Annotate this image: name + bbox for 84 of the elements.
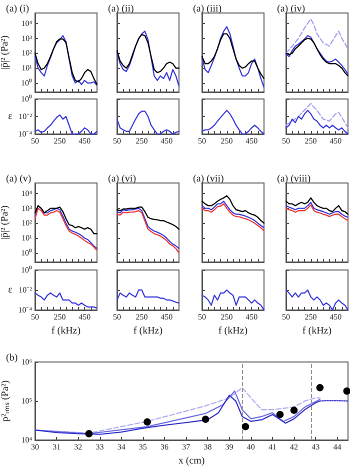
point [202, 416, 210, 423]
y-tick-label: 10⁵ [21, 396, 32, 406]
x-tick-label: 450 [160, 136, 173, 146]
y-tick-label: 10¹ [22, 234, 33, 243]
x-tick-label: 250 [136, 136, 148, 146]
y-tick-label: 10² [22, 48, 33, 58]
x-tick-label: 30 [31, 442, 39, 452]
chart-title: (a) (ii) [108, 4, 134, 14]
y-tick-label: 10⁴ [21, 436, 32, 444]
y-tick-label: 10⁰ [21, 266, 32, 274]
point [343, 387, 350, 395]
point [290, 406, 298, 414]
chart-title: (a) (i) [6, 4, 30, 14]
x-tick-label: 250 [136, 312, 148, 322]
x-tick-label: 50 [31, 312, 39, 322]
y-tick-label: 10³ [22, 34, 33, 43]
x-tick-label: 250 [304, 312, 317, 322]
x-tick-label: 50 [31, 136, 39, 146]
x-axis-title: f (kHz) [51, 325, 81, 336]
x-tick-label: 39 [225, 442, 234, 452]
y-tick-label: 10⁴ [21, 188, 32, 198]
x-tick-label: 42 [290, 442, 298, 452]
point [276, 410, 284, 418]
y-tick-label: 10⁻⁴ [18, 130, 32, 138]
chart-title: (a) (vii) [193, 174, 224, 184]
x-tick-label: 250 [54, 136, 66, 146]
x-tick-label: 50 [282, 136, 290, 146]
y-tick-label: 10⁰ [21, 94, 32, 104]
x-tick-label: 250 [220, 312, 233, 322]
point [242, 422, 250, 430]
y-tick-label: 10¹ [22, 64, 33, 73]
x-axis-title: f (kHz) [302, 325, 332, 336]
x-tick-label: 50 [198, 136, 206, 146]
x-tick-label: 38 [204, 442, 212, 452]
x-tick-label: 34 [117, 442, 126, 452]
x-tick-label: 31 [52, 442, 61, 452]
x-tick-label: 250 [54, 312, 66, 322]
y-tick-label: 10³ [22, 204, 33, 213]
x-tick-label: 43 [312, 442, 320, 452]
y-tick-label: 10⁰ [21, 78, 32, 88]
x-tick-label: 250 [304, 136, 317, 146]
x-tick-label: 50 [113, 136, 121, 146]
x-axis-title: f (kHz) [133, 325, 163, 336]
chart-title: (b) [6, 352, 18, 364]
y-tick-label: 10⁻² [18, 112, 33, 121]
x-tick-label: 450 [78, 136, 91, 146]
x-tick-label: 450 [78, 312, 91, 322]
y-axis-title: ε [8, 111, 12, 122]
chart-title: (a) (v) [6, 174, 32, 184]
y-tick-label: 10² [22, 218, 33, 228]
x-tick-label: 32 [74, 442, 82, 452]
x-tick-label: 450 [246, 312, 258, 322]
x-tick-label: 35 [138, 442, 147, 452]
x-tick-label: 450 [246, 136, 258, 146]
chart-title: (a) (vi) [108, 174, 136, 184]
point [144, 418, 151, 426]
x-axis-title: x (cm) [178, 455, 205, 466]
x-tick-label: 50 [113, 312, 121, 322]
y-tick-label: 10⁴ [21, 18, 32, 28]
x-axis-title: f (kHz) [218, 325, 248, 336]
chart-title: (a) (iv) [277, 4, 306, 14]
line-series [34, 205, 98, 234]
y-tick-label: 10⁻² [18, 286, 33, 294]
x-tick-label: 450 [330, 136, 342, 146]
y-axis-title: ε [8, 284, 12, 296]
x-tick-label: 450 [160, 312, 173, 322]
x-tick-label: 41 [268, 442, 276, 452]
x-tick-label: 37 [182, 442, 190, 452]
y-tick-label: 10⁶ [21, 358, 32, 366]
y-axis-title: p²ᵣₘₛ (Pa²) [0, 380, 11, 422]
point [85, 430, 93, 438]
x-tick-label: 50 [198, 312, 206, 322]
x-tick-label: 50 [282, 312, 290, 322]
x-tick-label: 36 [160, 442, 169, 452]
x-tick-label: 33 [96, 442, 104, 452]
x-tick-label: 40 [246, 442, 255, 452]
chart-title: (a) (viii) [277, 174, 311, 184]
y-tick-label: 10⁰ [21, 248, 32, 258]
chart-title: (a) (iii) [193, 4, 222, 14]
x-tick-label: 250 [220, 136, 233, 146]
x-tick-label: 44 [333, 442, 342, 452]
x-tick-label: 450 [330, 312, 342, 322]
point [316, 384, 324, 392]
y-tick-label: 10⁻⁴ [18, 306, 32, 314]
